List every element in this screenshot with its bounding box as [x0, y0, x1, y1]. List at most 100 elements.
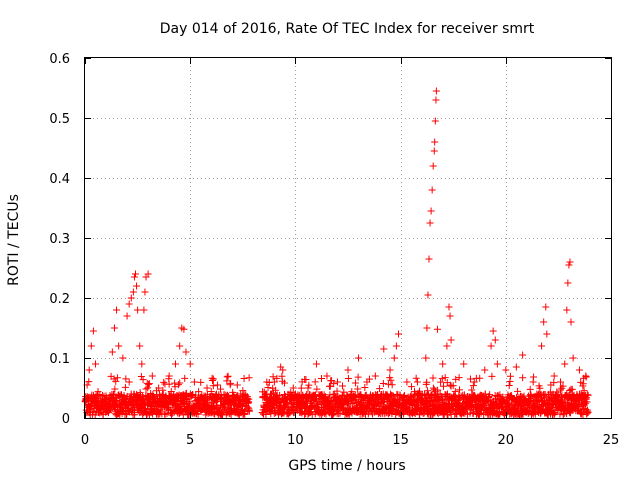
data-point — [487, 342, 495, 350]
data-point — [505, 381, 513, 389]
x-tick-label: 0 — [81, 433, 89, 448]
data-point — [493, 360, 501, 368]
data-point — [160, 378, 168, 386]
data-point — [125, 300, 133, 308]
data-point — [241, 410, 249, 418]
data-point — [137, 373, 145, 381]
data-point — [550, 372, 558, 380]
data-point — [224, 372, 232, 380]
x-tick-label: 20 — [498, 433, 515, 448]
data-point — [214, 381, 222, 389]
data-point — [443, 342, 451, 350]
data-point — [449, 382, 457, 390]
data-point — [209, 375, 217, 383]
data-point — [262, 390, 270, 398]
data-point — [131, 270, 139, 278]
data-point — [481, 366, 489, 374]
data-point — [197, 393, 205, 401]
data-point — [348, 388, 356, 396]
data-point — [567, 318, 575, 326]
data-point — [233, 381, 241, 389]
data-point — [203, 384, 211, 392]
data-point — [519, 351, 527, 359]
data-point — [136, 389, 144, 397]
data-point — [133, 282, 141, 290]
data-point — [481, 390, 489, 398]
data-point — [181, 374, 189, 382]
data-point — [440, 382, 448, 390]
data-point — [297, 384, 305, 392]
data-point — [311, 378, 319, 386]
data-point — [486, 391, 494, 399]
data-point — [403, 378, 411, 386]
data-point — [82, 396, 90, 404]
data-point — [272, 386, 280, 394]
data-point — [194, 410, 202, 418]
data-point — [165, 372, 173, 380]
data-point — [312, 360, 320, 368]
y-tick-label: 0.6 — [49, 52, 70, 67]
data-point — [456, 386, 464, 394]
data-point — [227, 379, 235, 387]
plot-frame — [84, 57, 612, 419]
data-point — [155, 384, 163, 392]
chart-title: Day 014 of 2016, Rate Of TEC Index for r… — [160, 21, 535, 37]
data-point — [245, 395, 253, 403]
data-point — [129, 288, 137, 296]
data-point — [330, 380, 338, 388]
data-point — [424, 387, 432, 395]
data-point — [442, 391, 450, 399]
data-point — [186, 398, 194, 406]
data-point — [145, 380, 153, 388]
data-point — [421, 390, 429, 398]
data-point — [469, 382, 477, 390]
data-point — [354, 373, 362, 381]
data-point — [344, 375, 352, 383]
data-point — [580, 387, 588, 395]
data-point — [374, 399, 382, 407]
data-point — [543, 330, 551, 338]
data-point — [428, 186, 436, 194]
data-point — [568, 385, 576, 393]
data-point — [432, 96, 440, 104]
data-point — [136, 342, 144, 350]
x-axis-title: GPS time / hours — [288, 458, 405, 474]
ticks-layer: 0 5 10 15 20 25 0 0.1 0.2 0.3 0.4 0.5 0.6 — [49, 52, 619, 448]
data-point — [144, 270, 152, 278]
data-point — [182, 348, 190, 356]
data-point — [538, 342, 546, 350]
data-point — [150, 393, 158, 401]
data-point — [302, 375, 310, 383]
y-tick-label: 0.1 — [49, 352, 70, 367]
data-point — [434, 386, 442, 394]
data-point — [488, 372, 496, 380]
data-point — [389, 392, 397, 400]
data-point — [85, 378, 93, 386]
data-point — [447, 336, 455, 344]
data-point — [413, 378, 421, 386]
axes-layer — [84, 57, 612, 419]
data-point — [423, 324, 431, 332]
data-point — [445, 303, 453, 311]
data-point — [576, 396, 584, 404]
data-point — [583, 391, 591, 399]
data-point — [339, 382, 347, 390]
data-point — [363, 378, 371, 386]
y-tick-label: 0 — [62, 412, 70, 427]
data-point — [186, 360, 194, 368]
data-point — [575, 366, 583, 374]
data-point — [431, 117, 439, 125]
data-point — [344, 401, 352, 409]
data-point — [561, 360, 569, 368]
data-point — [85, 366, 93, 374]
data-point — [125, 378, 133, 386]
data-point — [245, 374, 253, 382]
data-point — [437, 378, 445, 386]
data-point — [423, 378, 431, 386]
data-point — [433, 325, 441, 333]
data-point — [491, 336, 499, 344]
data-point — [540, 318, 548, 326]
data-point — [216, 385, 224, 393]
data-point — [119, 354, 127, 362]
